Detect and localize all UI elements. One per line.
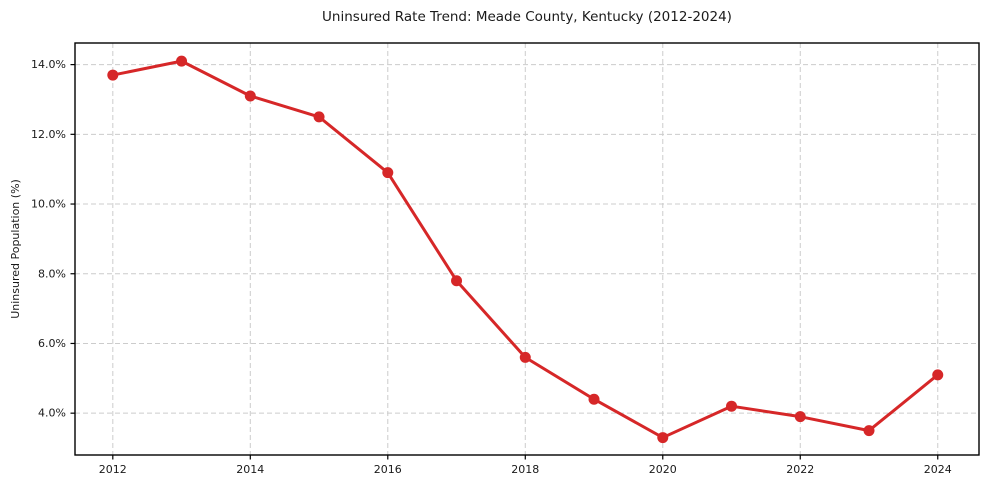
y-axis-label: Uninsured Population (%) [9, 179, 22, 319]
x-tick-label: 2022 [786, 463, 814, 476]
y-tick-label: 8.0% [38, 267, 66, 280]
data-point [451, 275, 463, 287]
data-point [863, 425, 875, 437]
data-point [313, 111, 325, 123]
data-point [244, 90, 256, 102]
x-tick-label: 2014 [236, 463, 264, 476]
data-point [382, 167, 394, 179]
data-point [588, 393, 600, 405]
x-tick-label: 2020 [649, 463, 677, 476]
y-tick-label: 10.0% [31, 198, 66, 211]
chart-title: Uninsured Rate Trend: Meade County, Kent… [322, 9, 732, 25]
data-point [794, 411, 806, 423]
plot-area: 4.0% 6.0% 8.0% 10.0% 12.0% 14.0% 2012 2014 2016 2… [31, 42, 980, 476]
x-tick-label: 2018 [511, 463, 539, 476]
y-tick-label: 6.0% [38, 337, 66, 350]
x-tick-label: 2024 [924, 463, 952, 476]
y-tick-label: 4.0% [38, 407, 66, 420]
data-point [107, 69, 119, 81]
x-tick-label: 2016 [374, 463, 402, 476]
data-point [657, 432, 669, 444]
y-tick-label: 14.0% [31, 58, 66, 71]
data-point [932, 369, 944, 381]
y-tick-label: 12.0% [31, 128, 66, 141]
data-point [176, 55, 188, 67]
x-tick-label: 2012 [99, 463, 127, 476]
axes-border [74, 42, 980, 456]
data-point [726, 400, 738, 412]
data-point [519, 351, 531, 363]
